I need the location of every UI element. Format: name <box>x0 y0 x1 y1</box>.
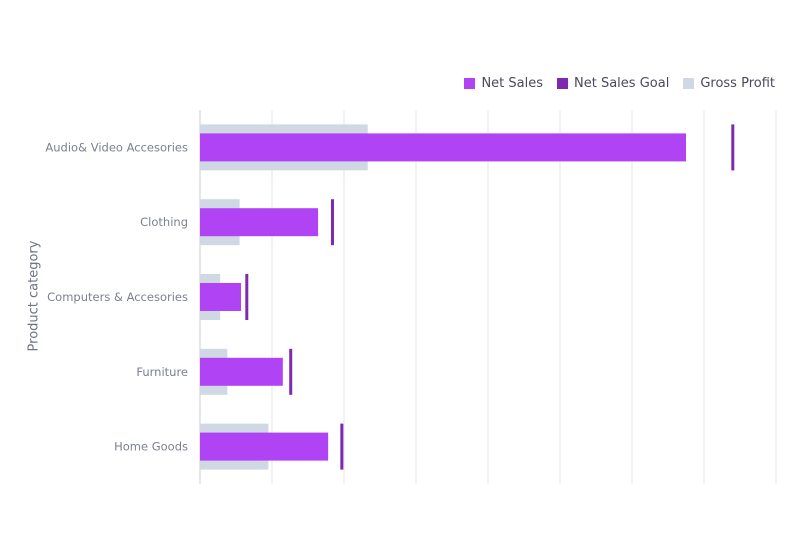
category-label-clothing: Clothing <box>140 215 188 229</box>
bar-net-sales-home-goods <box>200 432 329 461</box>
bar-net-sales-audio-video-accesories <box>200 133 686 162</box>
legend-label-net-sales-goal: Net Sales Goal <box>574 76 670 91</box>
marker-net-sales-goal-clothing <box>330 199 334 246</box>
legend-swatch-gross-profit <box>683 78 695 89</box>
legend: Net Sales Net Sales Goal Gross Profit <box>464 76 775 91</box>
bars <box>200 124 735 470</box>
bar-net-sales-computers-accesories <box>200 283 242 311</box>
grid-lines <box>199 110 777 484</box>
marker-net-sales-goal-computers-accesories <box>245 274 249 320</box>
legend-swatch-net-sales <box>464 78 476 89</box>
category-label-computers-accesories: Computers & Accesories <box>47 290 188 304</box>
legend-item-net-sales-goal[interactable]: Net Sales Goal <box>557 76 669 91</box>
legend-item-gross-profit[interactable]: Gross Profit <box>683 76 775 91</box>
marker-net-sales-goal-home-goods <box>340 423 344 470</box>
legend-item-net-sales[interactable]: Net Sales <box>464 76 543 91</box>
legend-label-gross-profit: Gross Profit <box>700 76 775 91</box>
y-axis-title: Product category <box>26 240 42 352</box>
legend-label-net-sales: Net Sales <box>481 76 544 91</box>
category-label-audio-video-accesories: Audio& Video Accesories <box>45 140 188 154</box>
bar-net-sales-clothing <box>200 208 319 237</box>
legend-swatch-net-sales-goal <box>557 78 569 89</box>
category-label-furniture: Furniture <box>136 365 188 379</box>
bar-net-sales-furniture <box>200 357 283 386</box>
marker-net-sales-goal-audio-video-accesories <box>731 124 735 171</box>
marker-net-sales-goal-furniture <box>289 348 293 395</box>
category-labels: Audio& Video Accesories Clothing Computers… <box>45 140 188 453</box>
category-label-home-goods: Home Goods <box>114 440 188 454</box>
